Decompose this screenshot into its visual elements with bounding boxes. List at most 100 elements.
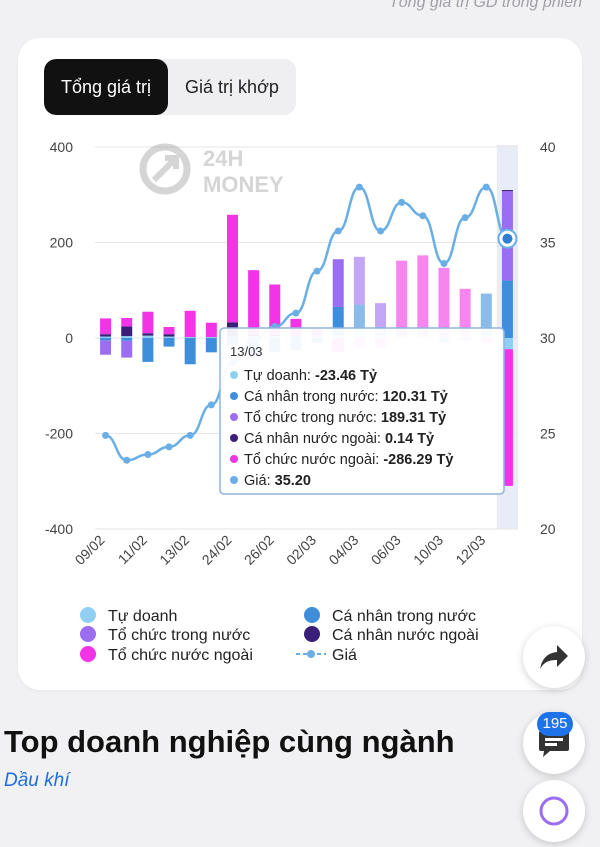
price-point xyxy=(355,183,363,191)
bar-to_chuc_trong_nuoc xyxy=(353,256,365,305)
tooltip-swatch-to_chuc_trong_nuoc xyxy=(230,413,238,421)
x-tick-label: 10/03 xyxy=(410,532,446,568)
tooltip-row-label: Tổ chức trong nước: xyxy=(244,410,381,426)
price-point xyxy=(440,260,448,268)
comment-icon xyxy=(539,731,569,757)
price-point xyxy=(207,401,215,409)
x-tick-label: 06/03 xyxy=(368,532,404,568)
y-left-tick-label: -400 xyxy=(45,521,73,537)
price-point xyxy=(123,456,131,464)
tooltip-row-value: 0.14 Tỷ xyxy=(385,431,434,447)
tooltip-row-value: -23.46 Tỷ xyxy=(315,368,377,384)
price-point xyxy=(502,233,513,244)
price-point xyxy=(398,198,406,206)
tooltip-box xyxy=(219,327,505,495)
tooltip-date: 13/03 xyxy=(230,344,263,359)
tooltip-row-label: Tự doanh: xyxy=(244,368,315,384)
bar-ca_nhan_trong_nuoc xyxy=(163,338,175,347)
tooltip-row-value: 120.31 Tỷ xyxy=(383,389,448,405)
legend-swatch-gia-dot xyxy=(307,650,315,658)
tooltip-swatch-ca_nhan_trong_nuoc xyxy=(230,392,238,400)
section-title: Top doanh nghiệp cùng ngành xyxy=(4,724,455,759)
legend-label: Cá nhân nước ngoài xyxy=(332,627,479,644)
y-left-tick-label: -200 xyxy=(45,426,73,442)
watermark-logo-icon xyxy=(139,143,191,195)
tooltip-row: Cá nhân nước ngoài: 0.14 Tỷ xyxy=(244,431,434,447)
bar-to_chuc_trong_nuoc xyxy=(121,340,133,358)
price-point xyxy=(292,309,300,317)
bar-ca_nhan_trong_nuoc xyxy=(205,338,217,353)
tooltip-row-label: Giá: xyxy=(244,473,275,489)
y-left-tick-label: 0 xyxy=(65,330,73,346)
section-subtitle-link[interactable]: Dầu khí xyxy=(4,770,70,791)
y-right-tick-label: 25 xyxy=(540,426,556,442)
tooltip-row-value: -286.29 Tỷ xyxy=(383,452,453,468)
legend-swatch-to_chuc_nuoc_ngoai xyxy=(80,646,96,662)
bar-ca_nhan_trong_nuoc xyxy=(184,338,196,365)
tooltip-row-label: Tổ chức nước ngoài: xyxy=(244,452,383,468)
tooltip-row: Tổ chức nước ngoài: -286.29 Tỷ xyxy=(244,452,453,468)
bar-to_chuc_nuoc_ngoai xyxy=(459,288,471,337)
tooltip-swatch-to_chuc_nuoc_ngoai xyxy=(230,455,238,463)
tooltip-swatch-gia xyxy=(230,476,238,484)
chart-tabs: Tổng giá trị Giá trị khớp xyxy=(44,59,296,115)
tab-total-value[interactable]: Tổng giá trị xyxy=(44,59,169,115)
tooltip-row: Tổ chức trong nước: 189.31 Tỷ xyxy=(244,410,446,426)
bar-ca_nhan_nuoc_ngoai xyxy=(100,334,112,337)
price-point xyxy=(313,267,321,275)
tooltip-row-value: 35.20 xyxy=(275,473,311,489)
price-point xyxy=(419,212,427,220)
bar-ca_nhan_trong_nuoc xyxy=(142,338,154,362)
bar-ca_nhan_trong_nuoc xyxy=(501,280,513,338)
bar-ca_nhan_nuoc_ngoai xyxy=(142,333,154,336)
x-tick-label: 26/02 xyxy=(241,532,277,568)
tooltip-swatch-tu_doanh xyxy=(230,371,238,379)
tooltip-row-value: 189.31 Tỷ xyxy=(381,410,446,426)
bar-to_chuc_nuoc_ngoai xyxy=(184,310,196,338)
bar-ca_nhan_trong_nuoc xyxy=(480,293,492,337)
bar-to_chuc_nuoc_ngoai xyxy=(269,284,281,335)
bar-to_chuc_trong_nuoc xyxy=(332,259,344,307)
bar-tu_doanh xyxy=(142,335,154,338)
bar-tu_doanh xyxy=(163,336,175,338)
x-tick-label: 04/03 xyxy=(325,532,361,568)
circle-icon xyxy=(539,796,569,826)
tooltip-row: Giá: 35.20 xyxy=(244,473,311,489)
bar-tu_doanh xyxy=(501,338,513,350)
bar-ca_nhan_nuoc_ngoai xyxy=(121,326,133,337)
share-button[interactable] xyxy=(523,626,585,688)
x-tick-label: 02/03 xyxy=(283,532,319,568)
price-point xyxy=(461,214,469,222)
bar-to_chuc_nuoc_ngoai xyxy=(396,260,408,333)
bar-tu_doanh xyxy=(205,337,217,339)
share-icon xyxy=(540,645,568,669)
legend-label: Giá xyxy=(332,647,357,664)
price-point xyxy=(144,451,152,459)
extra-action-button[interactable] xyxy=(523,780,585,842)
x-tick-label: 24/02 xyxy=(199,532,235,568)
bar-tu_doanh xyxy=(100,336,112,338)
x-tick-label: 13/02 xyxy=(156,532,192,568)
bar-to_chuc_nuoc_ngoai xyxy=(438,267,450,338)
legend-swatch-tu_doanh xyxy=(80,607,96,623)
legend-swatch-ca_nhan_nuoc_ngoai xyxy=(304,626,320,642)
legend-label: Tự doanh xyxy=(108,608,177,625)
bar-to_chuc_trong_nuoc xyxy=(100,340,112,355)
comment-count-badge: 195 xyxy=(537,712,573,736)
x-tick-label: 12/03 xyxy=(452,532,488,568)
price-point xyxy=(102,431,110,439)
legend-swatch-ca_nhan_trong_nuoc xyxy=(304,607,320,623)
watermark-arrow-icon xyxy=(151,155,179,183)
tooltip-swatch-ca_nhan_nuoc_ngoai xyxy=(230,434,238,442)
watermark-text-line2: MONEY xyxy=(203,172,284,197)
y-right-tick-label: 40 xyxy=(540,139,556,155)
price-point xyxy=(482,183,490,191)
tab-matched-value[interactable]: Giá trị khớp xyxy=(185,77,279,97)
bar-to_chuc_nuoc_ngoai xyxy=(121,317,133,327)
bar-ca_nhan_trong_nuoc xyxy=(353,304,365,329)
watermark-text-line1: 24H xyxy=(203,146,243,171)
y-right-tick-label: 35 xyxy=(540,235,556,251)
bar-ca_nhan_trong_nuoc xyxy=(100,338,112,341)
